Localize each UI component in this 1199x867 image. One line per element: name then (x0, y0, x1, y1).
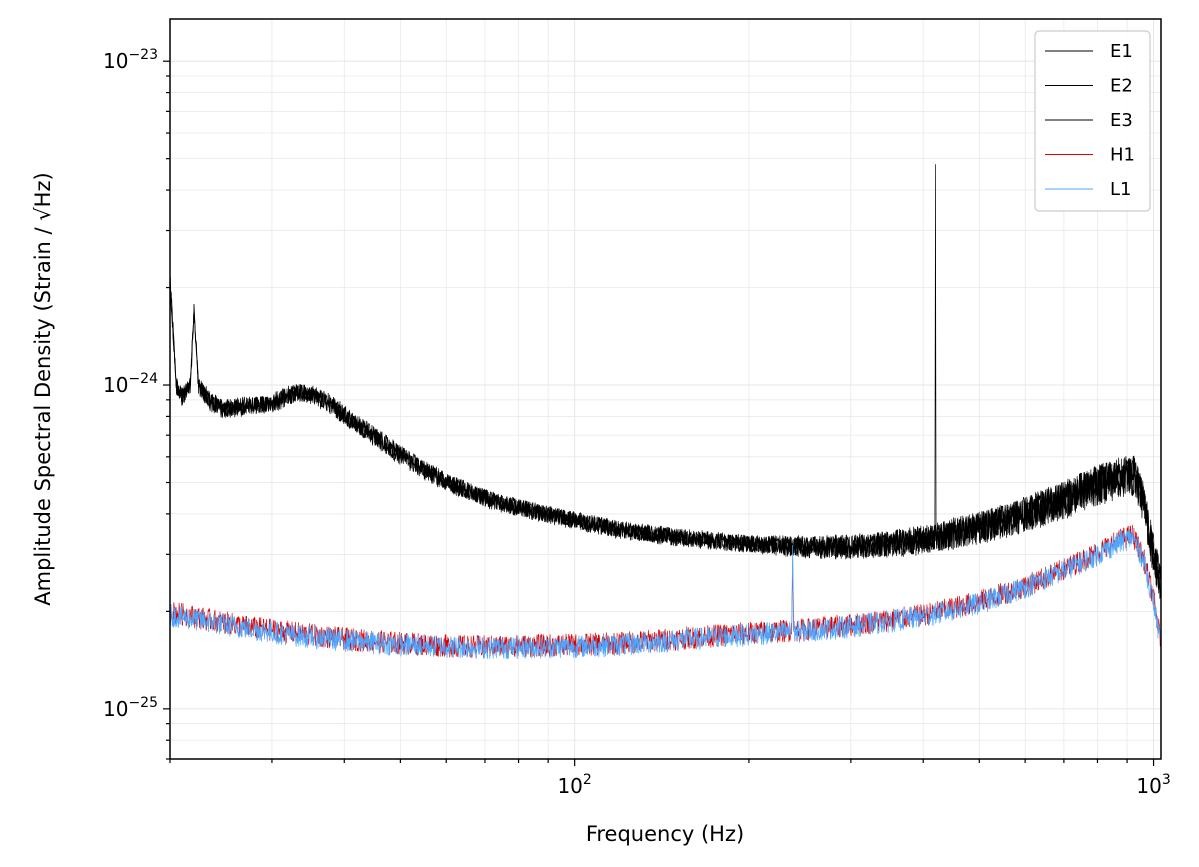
y-tick-label: 10−24 (103, 371, 158, 397)
y-axis-title-suffix: ) (31, 172, 55, 180)
legend-label-e1: E1 (1110, 41, 1133, 62)
legend-box (1034, 30, 1151, 212)
legend: E1 E2 E3 H1 L1 (1034, 30, 1151, 212)
y-axis-title-prefix: Amplitude Spectral Density (Strain / (31, 221, 55, 606)
sqrt-symbol: √ (31, 207, 55, 221)
series-line-l1 (169, 529, 1162, 660)
legend-label-l1: L1 (1110, 179, 1131, 200)
series-line-e3 (169, 280, 1162, 594)
legend-label-e2: E2 (1110, 76, 1133, 97)
x-tick-label: 102 (557, 772, 591, 798)
y-tick-label: 10−25 (103, 695, 158, 721)
y-axis-title: Amplitude Spectral Density (Strain / √Hz… (31, 172, 55, 605)
y-axis-title-group: Amplitude Spectral Density (Strain / √Hz… (31, 172, 55, 605)
x-tick-label: 103 (1136, 772, 1170, 798)
plot-frame (169, 18, 1162, 760)
series-group (169, 164, 1162, 660)
grid (169, 19, 1161, 760)
legend-label-h1: H1 (1110, 145, 1135, 166)
legend-label-e3: E3 (1110, 110, 1133, 131)
ticks: 102 103 10−25 10−24 10−23 (103, 47, 1171, 798)
y-axis-title-radicand: Hz (31, 180, 55, 207)
y-tick-label: 10−23 (103, 47, 158, 73)
x-axis-title: Frequency (Hz) (586, 822, 744, 846)
